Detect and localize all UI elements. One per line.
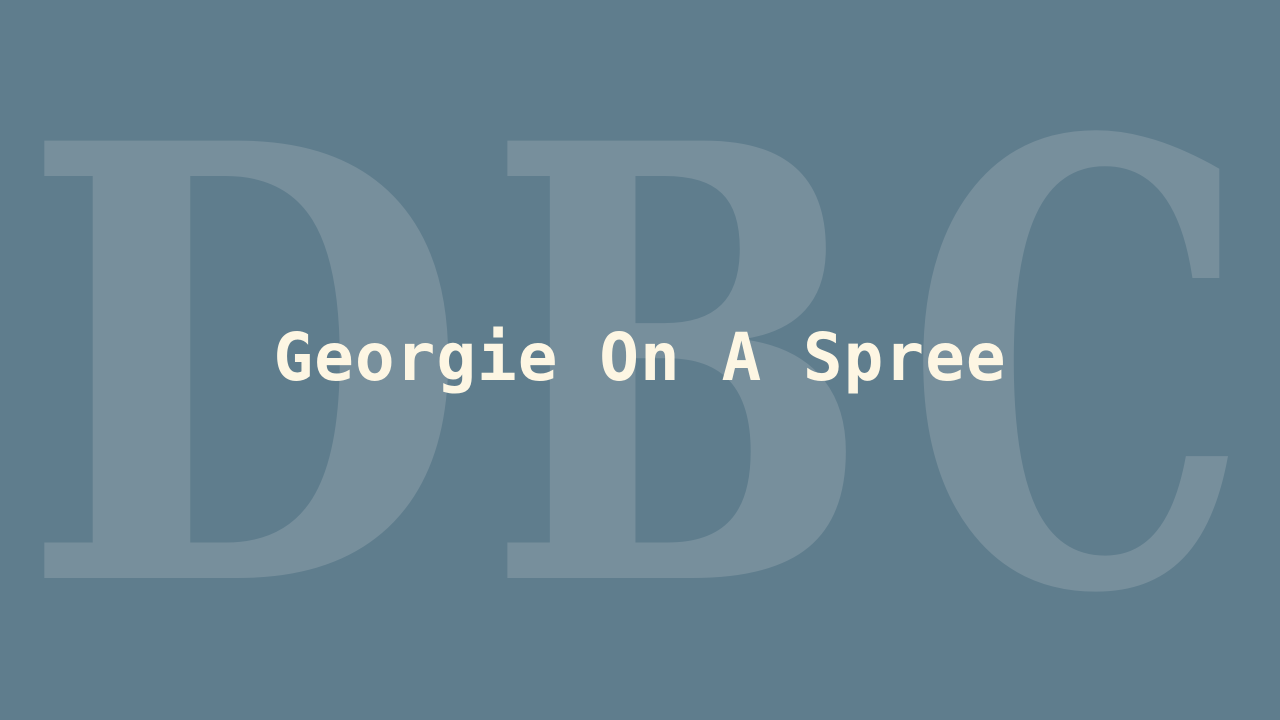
monogram-letter-b: B — [486, 15, 871, 720]
monogram-letter-d: D — [20, 15, 470, 720]
page-title: Georgie On A Spree — [273, 319, 1007, 396]
monogram-letter-c: C — [905, 10, 1250, 720]
